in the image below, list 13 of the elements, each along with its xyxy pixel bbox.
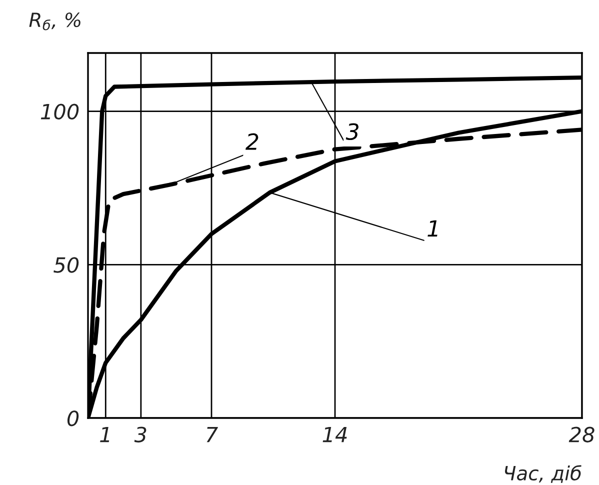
y-tick-label: 0 <box>67 410 79 426</box>
y-tick-label: 100 <box>40 104 79 120</box>
x-tick-label: 28 <box>568 426 594 442</box>
y-tick-label: 50 <box>54 257 79 273</box>
x-tick-label: 1 <box>100 426 110 442</box>
annotation: 1 <box>428 220 438 237</box>
annotation: 3 <box>346 123 358 140</box>
x-tick-label: 14 <box>322 426 347 442</box>
x-tick-label: 3 <box>134 426 146 442</box>
x-axis-title: Час, діб <box>504 465 582 483</box>
y-axis-title: R$_{б}$, % <box>29 12 80 30</box>
annotation: 2 <box>246 133 258 150</box>
x-tick-label: 7 <box>206 426 218 442</box>
